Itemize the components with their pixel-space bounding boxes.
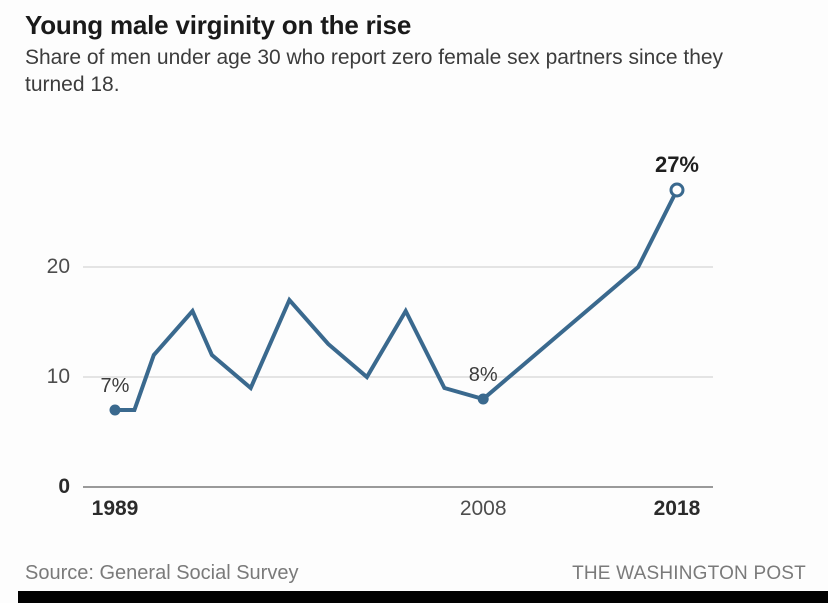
chart-subtitle: Share of men under age 30 who report zer…: [25, 46, 724, 96]
data-series-line: [115, 189, 679, 412]
data-point-marker-2008: [477, 393, 489, 405]
data-point-marker-2018: [669, 182, 685, 198]
publisher-credit: THE WASHINGTON POST: [572, 563, 806, 584]
chart-title: Young male virginity on the rise: [25, 10, 412, 40]
source-attribution: Source: General Social Survey: [25, 562, 299, 584]
data-point-marker-1989: [109, 404, 121, 416]
bottom-edge-bar: [18, 591, 828, 603]
